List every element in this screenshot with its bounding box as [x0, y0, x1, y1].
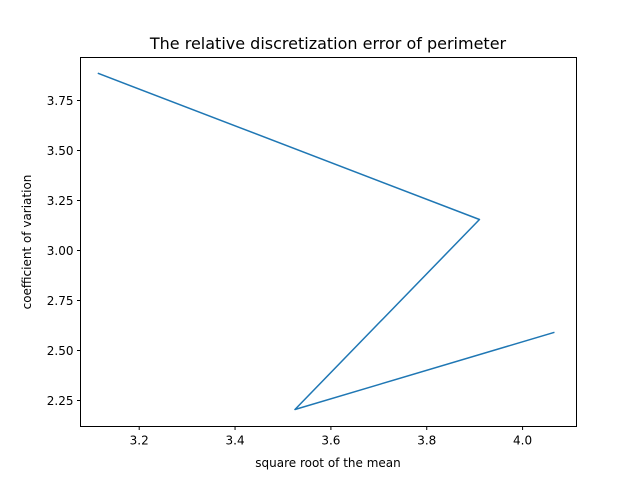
y-axis-label: coefficient of variation — [20, 175, 34, 310]
plot-frame — [80, 57, 577, 427]
y-tick-label: 3.75 — [47, 94, 74, 108]
y-tick-label: 2.25 — [47, 394, 74, 408]
x-tick-label: 3.2 — [130, 434, 149, 448]
x-tick-label: 3.4 — [226, 434, 245, 448]
y-tick-label: 2.50 — [47, 344, 74, 358]
x-axis-label: square root of the mean — [255, 456, 401, 470]
y-tick-label: 3.50 — [47, 144, 74, 158]
y-tick-label: 3.00 — [47, 244, 74, 258]
x-axis: 3.2 3.4 3.6 3.8 4.0 — [130, 426, 532, 448]
y-tick-label: 3.25 — [47, 194, 74, 208]
series-line — [97, 72, 555, 411]
x-tick-label: 3.8 — [417, 434, 436, 448]
chart-title: The relative discretization error of per… — [149, 34, 507, 53]
x-tick-label: 3.6 — [321, 434, 340, 448]
y-axis: 2.25 2.50 2.75 3.00 3.25 3.50 3.75 — [47, 94, 81, 408]
x-tick-label: 4.0 — [513, 434, 532, 448]
plot-area — [97, 72, 555, 411]
y-tick-label: 2.75 — [47, 294, 74, 308]
